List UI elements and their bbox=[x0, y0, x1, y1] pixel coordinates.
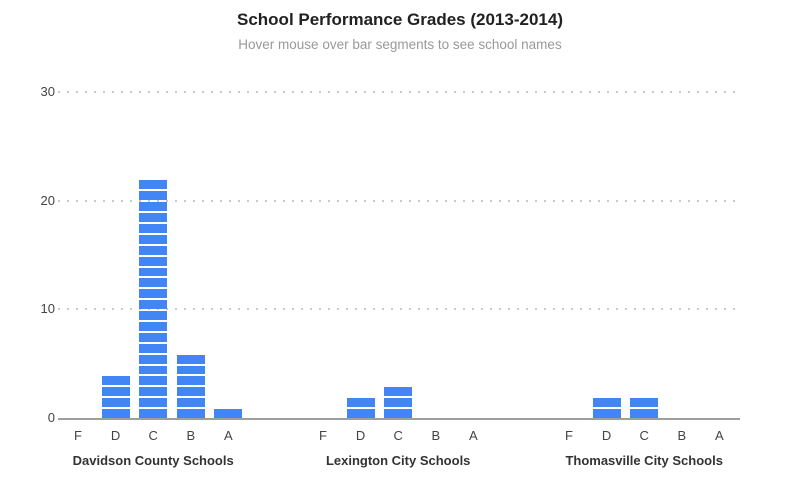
x-axis-tick-label: D bbox=[110, 428, 121, 443]
bar-segment[interactable] bbox=[592, 398, 621, 408]
bar-segment[interactable] bbox=[139, 332, 168, 342]
bar-d-group1 bbox=[101, 376, 130, 418]
bar-segment[interactable] bbox=[139, 289, 168, 299]
x-axis-tick-label: A bbox=[224, 428, 233, 443]
bar-segment[interactable] bbox=[139, 223, 168, 233]
bar-segment[interactable] bbox=[139, 278, 168, 288]
bar-segment[interactable] bbox=[101, 387, 130, 397]
bar-d-group2 bbox=[346, 398, 375, 418]
x-axis-tick-label: A bbox=[715, 428, 724, 443]
bar-segment[interactable] bbox=[139, 376, 168, 386]
x-axis-tick-label: C bbox=[393, 428, 403, 443]
bar-segment[interactable] bbox=[139, 213, 168, 222]
y-axis-tick-label: 10 bbox=[40, 301, 55, 317]
bar-segment[interactable] bbox=[101, 376, 130, 386]
bar-segment[interactable] bbox=[630, 409, 659, 418]
x-axis-tick-label: B bbox=[186, 428, 196, 443]
bar-segment[interactable] bbox=[139, 365, 168, 375]
bar-segment[interactable] bbox=[139, 267, 168, 277]
gridline-10 bbox=[58, 308, 740, 311]
bar-segment[interactable] bbox=[139, 256, 168, 266]
bar-c-group1 bbox=[139, 180, 168, 418]
x-axis-tick-label: B bbox=[431, 428, 441, 443]
bar-segment[interactable] bbox=[139, 202, 168, 212]
group-label: Lexington City Schools bbox=[325, 453, 471, 468]
bar-segment[interactable] bbox=[139, 398, 168, 408]
x-axis-line bbox=[58, 418, 740, 420]
bar-c-group2 bbox=[384, 387, 413, 418]
bar-segment[interactable] bbox=[384, 409, 413, 418]
gridline-30 bbox=[58, 91, 740, 93]
bar-segment[interactable] bbox=[176, 409, 205, 418]
bar-segment[interactable] bbox=[139, 321, 168, 331]
bar-segment[interactable] bbox=[139, 234, 168, 244]
bar-segment[interactable] bbox=[101, 398, 130, 408]
bar-segment[interactable] bbox=[101, 409, 130, 418]
bar-segment[interactable] bbox=[176, 398, 205, 408]
bar-segment[interactable] bbox=[346, 409, 375, 418]
x-axis-tick-label: A bbox=[469, 428, 478, 443]
bar-segment[interactable] bbox=[139, 300, 168, 310]
bar-segment[interactable] bbox=[176, 365, 205, 375]
y-axis-tick-label: 0 bbox=[47, 410, 55, 425]
x-axis-tick-label: D bbox=[601, 428, 612, 443]
group-label: Thomasville City Schools bbox=[565, 453, 723, 468]
x-axis-tick-label: C bbox=[639, 428, 649, 443]
bar-segment[interactable] bbox=[139, 311, 168, 320]
bar-segment[interactable] bbox=[139, 387, 168, 397]
bar-segment[interactable] bbox=[630, 398, 659, 408]
x-axis-tick-label: C bbox=[148, 428, 158, 443]
bar-b-group1 bbox=[176, 354, 205, 418]
y-axis-tick-label: 20 bbox=[40, 192, 55, 208]
bar-segment[interactable] bbox=[139, 409, 168, 418]
x-axis-tick-label: F bbox=[74, 428, 82, 443]
group-label: Davidson County Schools bbox=[72, 453, 234, 468]
bar-segment[interactable] bbox=[176, 354, 205, 364]
gridline-20 bbox=[58, 199, 740, 202]
bar-segment[interactable] bbox=[592, 409, 621, 418]
y-axis-tick-label: 30 bbox=[40, 84, 55, 99]
bar-c-group3 bbox=[630, 398, 659, 418]
bar-segment[interactable] bbox=[176, 376, 205, 386]
bar-segment[interactable] bbox=[384, 398, 413, 408]
x-axis-tick-label: F bbox=[319, 428, 327, 443]
bar-segment[interactable] bbox=[139, 343, 168, 353]
bar-a-group1 bbox=[214, 409, 243, 418]
chart-title: School Performance Grades (2013-2014) bbox=[237, 10, 563, 29]
bar-d-group3 bbox=[592, 398, 621, 418]
bar-segment[interactable] bbox=[214, 409, 243, 418]
bar-segment[interactable] bbox=[384, 387, 413, 397]
bar-segment[interactable] bbox=[139, 245, 168, 255]
x-axis-tick-label: B bbox=[677, 428, 687, 443]
chart-subtitle: Hover mouse over bar segments to see sch… bbox=[238, 37, 562, 52]
bar-segment[interactable] bbox=[139, 191, 168, 201]
x-axis-tick-label: D bbox=[355, 428, 366, 443]
bar-segment[interactable] bbox=[139, 354, 168, 364]
x-axis-tick-label: F bbox=[565, 428, 573, 443]
bar-segment[interactable] bbox=[346, 398, 375, 408]
bar-segment[interactable] bbox=[139, 180, 168, 190]
bar-segment[interactable] bbox=[176, 387, 205, 397]
